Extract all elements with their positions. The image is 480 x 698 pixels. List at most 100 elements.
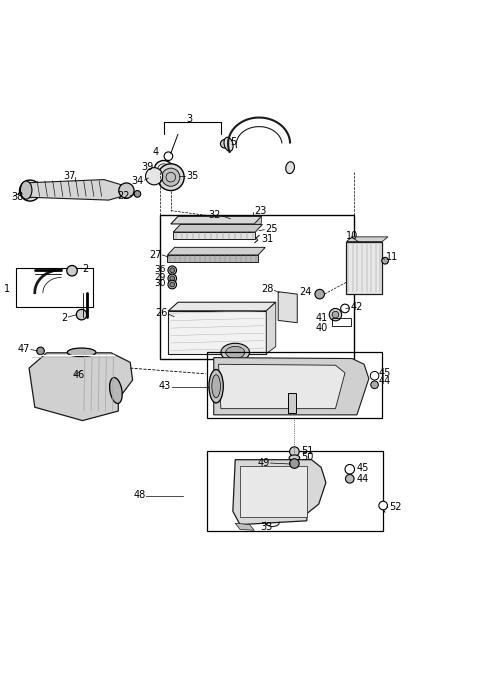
Text: 4: 4 [153, 147, 159, 157]
Text: 46: 46 [73, 370, 85, 380]
Polygon shape [278, 292, 297, 322]
Circle shape [346, 475, 354, 483]
Bar [206, 451, 383, 531]
Text: 1: 1 [4, 284, 10, 295]
Text: 49: 49 [257, 458, 270, 468]
Text: 10: 10 [346, 231, 358, 241]
Circle shape [134, 191, 141, 198]
Circle shape [67, 265, 77, 276]
Text: 45: 45 [378, 368, 391, 378]
Text: 5: 5 [230, 137, 237, 147]
Text: 47: 47 [18, 344, 30, 354]
Text: 48: 48 [133, 489, 145, 500]
Ellipse shape [109, 378, 122, 403]
Text: 37: 37 [63, 171, 76, 181]
Text: 39: 39 [141, 162, 153, 172]
Circle shape [289, 459, 299, 468]
Ellipse shape [226, 346, 245, 358]
Bar [160, 216, 354, 359]
Text: 50: 50 [301, 452, 313, 462]
Text: 34: 34 [132, 176, 144, 186]
Circle shape [170, 276, 175, 281]
Circle shape [332, 311, 339, 318]
Ellipse shape [212, 375, 220, 398]
Polygon shape [218, 364, 345, 408]
Circle shape [170, 282, 175, 287]
Text: 35: 35 [186, 171, 198, 181]
Circle shape [315, 290, 324, 299]
Circle shape [36, 347, 44, 355]
Circle shape [345, 464, 355, 474]
Circle shape [154, 161, 173, 179]
Circle shape [168, 274, 177, 283]
Circle shape [341, 304, 349, 313]
Text: 36: 36 [154, 265, 166, 274]
Circle shape [379, 501, 387, 510]
Circle shape [329, 309, 342, 321]
Polygon shape [214, 357, 369, 415]
Polygon shape [233, 460, 326, 525]
Text: 26: 26 [155, 309, 168, 318]
Text: 30: 30 [154, 279, 166, 288]
Text: 52: 52 [389, 503, 401, 512]
Text: 25: 25 [265, 224, 278, 235]
Circle shape [76, 309, 87, 320]
Circle shape [170, 268, 175, 273]
Text: 3: 3 [186, 114, 192, 124]
Ellipse shape [21, 181, 32, 199]
Ellipse shape [286, 162, 294, 174]
Circle shape [162, 168, 180, 186]
Ellipse shape [221, 343, 250, 362]
Polygon shape [173, 225, 263, 232]
Text: 44: 44 [378, 376, 391, 387]
Circle shape [20, 180, 40, 201]
Text: 23: 23 [254, 206, 267, 216]
Circle shape [168, 266, 177, 274]
Text: 44: 44 [357, 474, 369, 484]
Circle shape [220, 140, 229, 148]
Circle shape [370, 371, 379, 380]
Text: 29: 29 [154, 273, 166, 282]
Ellipse shape [224, 138, 233, 151]
Circle shape [289, 447, 299, 456]
Polygon shape [168, 302, 276, 311]
Text: 42: 42 [351, 302, 363, 312]
Circle shape [145, 168, 163, 185]
Polygon shape [24, 179, 130, 200]
Bar [16, 268, 93, 308]
Polygon shape [347, 237, 388, 242]
Polygon shape [347, 242, 382, 294]
Text: 40: 40 [316, 322, 328, 332]
Polygon shape [235, 524, 254, 530]
Polygon shape [168, 255, 258, 262]
Text: 31: 31 [262, 235, 274, 244]
Ellipse shape [209, 369, 223, 403]
Text: 24: 24 [299, 287, 312, 297]
Text: 33: 33 [260, 521, 272, 531]
Text: 22: 22 [117, 191, 129, 201]
Text: 27: 27 [149, 249, 161, 260]
Bar [288, 394, 296, 413]
Polygon shape [173, 232, 255, 239]
Polygon shape [171, 216, 262, 224]
Bar [332, 318, 351, 326]
Polygon shape [240, 466, 307, 517]
Circle shape [371, 381, 378, 389]
Text: 45: 45 [357, 463, 369, 473]
Ellipse shape [67, 348, 96, 357]
Text: 2: 2 [83, 264, 89, 274]
Polygon shape [168, 311, 266, 354]
Circle shape [382, 258, 388, 264]
Circle shape [164, 152, 173, 161]
Polygon shape [29, 352, 132, 421]
Polygon shape [168, 247, 265, 255]
Text: 43: 43 [158, 381, 171, 391]
Text: 11: 11 [386, 253, 398, 262]
Text: 38: 38 [11, 192, 23, 202]
Polygon shape [254, 216, 262, 230]
Ellipse shape [289, 455, 300, 461]
Circle shape [119, 183, 134, 198]
Circle shape [168, 281, 177, 289]
Text: 28: 28 [261, 284, 274, 295]
Bar [206, 352, 382, 418]
